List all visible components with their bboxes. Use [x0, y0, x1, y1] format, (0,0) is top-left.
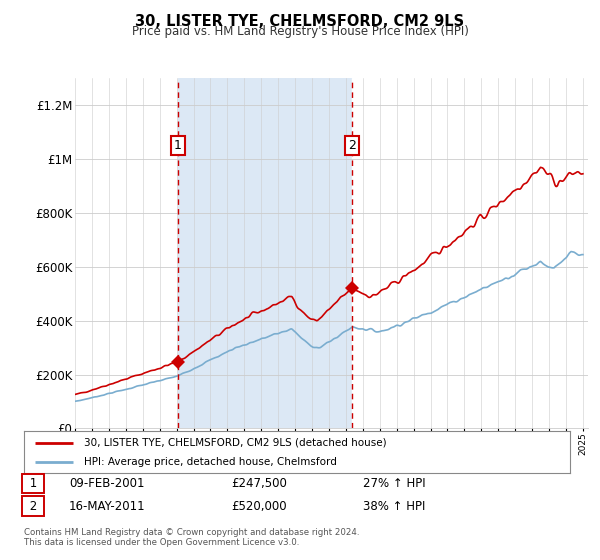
Text: 16-MAY-2011: 16-MAY-2011: [69, 500, 146, 512]
Text: £520,000: £520,000: [231, 500, 287, 512]
Text: 2: 2: [348, 139, 356, 152]
Bar: [352, 78, 588, 428]
Bar: [352, 78, 588, 428]
Text: 1: 1: [25, 477, 41, 490]
Text: Contains HM Land Registry data © Crown copyright and database right 2024.
This d: Contains HM Land Registry data © Crown c…: [24, 528, 359, 547]
Text: 30, LISTER TYE, CHELMSFORD, CM2 9LS: 30, LISTER TYE, CHELMSFORD, CM2 9LS: [136, 14, 464, 29]
Text: 27% ↑ HPI: 27% ↑ HPI: [363, 477, 425, 490]
Text: Price paid vs. HM Land Registry's House Price Index (HPI): Price paid vs. HM Land Registry's House …: [131, 25, 469, 38]
Text: 09-FEB-2001: 09-FEB-2001: [69, 477, 145, 490]
Text: 2: 2: [25, 500, 41, 512]
Text: 38% ↑ HPI: 38% ↑ HPI: [363, 500, 425, 512]
Bar: [178, 78, 352, 428]
Text: 1: 1: [174, 139, 182, 152]
Text: £247,500: £247,500: [231, 477, 287, 490]
Text: 30, LISTER TYE, CHELMSFORD, CM2 9LS (detached house): 30, LISTER TYE, CHELMSFORD, CM2 9LS (det…: [84, 437, 386, 447]
Text: HPI: Average price, detached house, Chelmsford: HPI: Average price, detached house, Chel…: [84, 457, 337, 467]
